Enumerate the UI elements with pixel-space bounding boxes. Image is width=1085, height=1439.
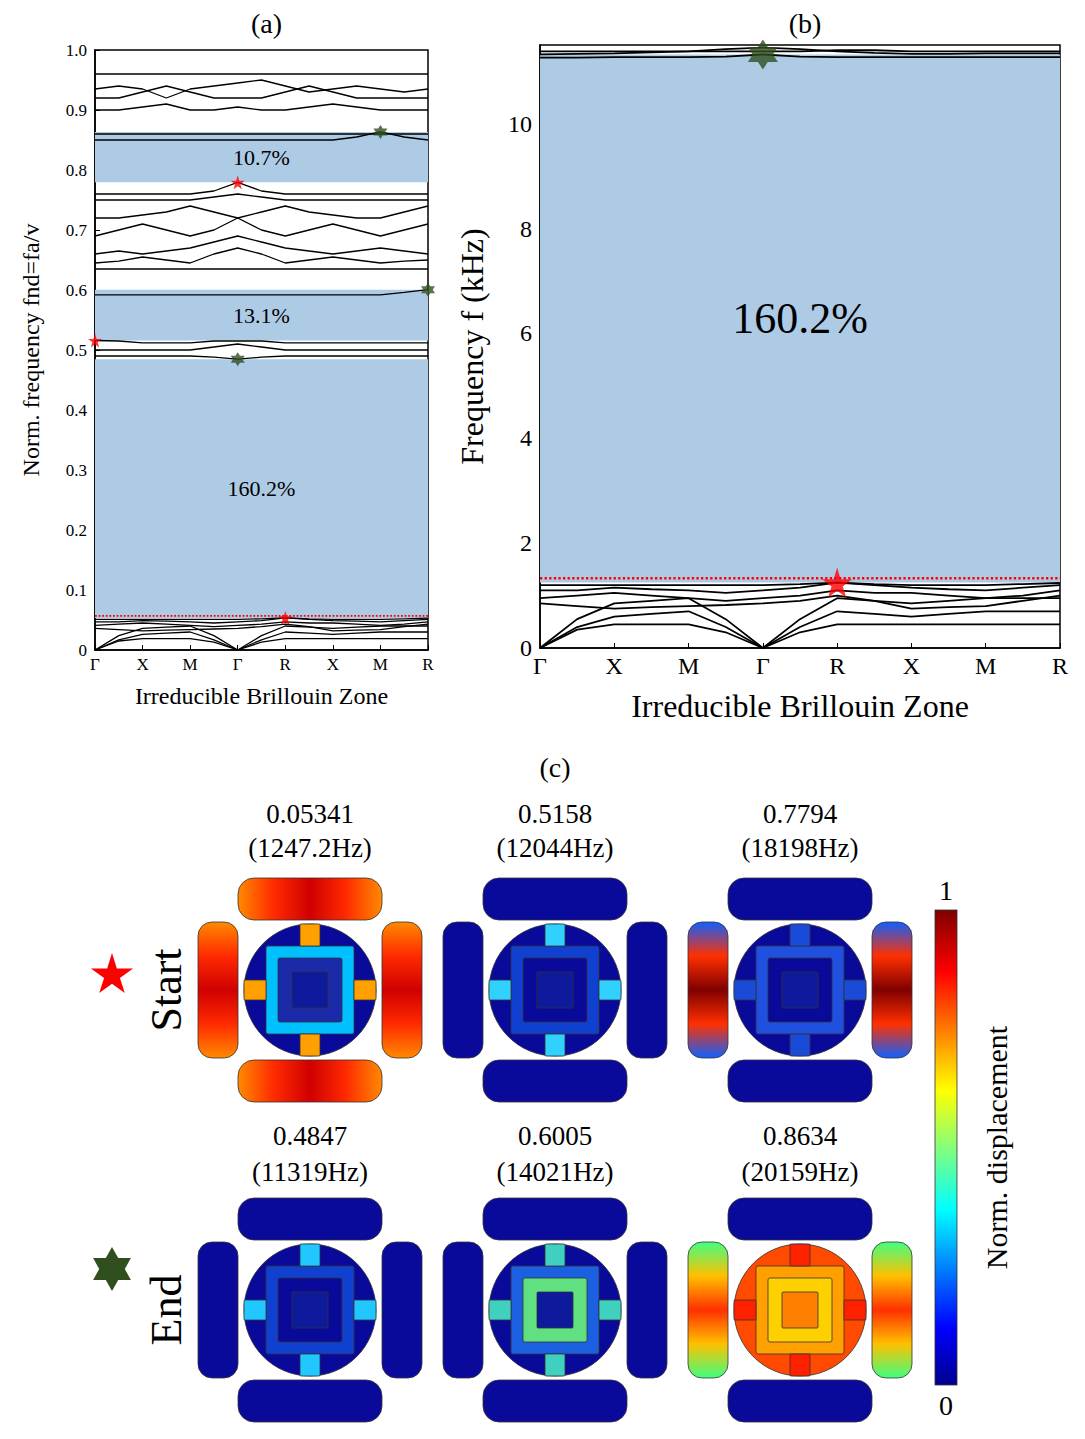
svg-text:R: R [280, 655, 292, 674]
svg-text:0.9: 0.9 [66, 101, 87, 120]
svg-text:Γ: Γ [756, 653, 770, 679]
svg-text:0.5158: 0.5158 [518, 799, 592, 829]
svg-text:Γ: Γ [233, 655, 243, 674]
svg-text:Start: Start [142, 948, 191, 1031]
svg-text:0.8: 0.8 [66, 161, 87, 180]
svg-text:R: R [1052, 653, 1068, 679]
svg-text:M: M [678, 653, 699, 679]
svg-text:0.6005: 0.6005 [518, 1121, 592, 1151]
svg-text:End: End [142, 1275, 191, 1346]
svg-text:(c): (c) [539, 752, 570, 783]
svg-text:M: M [975, 653, 996, 679]
svg-text:0.3: 0.3 [66, 461, 87, 480]
svg-text:(18198Hz): (18198Hz) [742, 833, 859, 863]
svg-text:10.7%: 10.7% [233, 145, 290, 170]
svg-text:(1247.2Hz): (1247.2Hz) [248, 833, 372, 863]
svg-text:0.5: 0.5 [66, 341, 87, 360]
svg-text:(b): (b) [789, 8, 822, 39]
svg-text:0.1: 0.1 [66, 581, 87, 600]
svg-text:Γ: Γ [533, 653, 547, 679]
svg-text:0.7: 0.7 [66, 221, 88, 240]
svg-text:X: X [136, 655, 148, 674]
svg-text:160.2%: 160.2% [228, 476, 296, 501]
svg-text:1.0: 1.0 [66, 41, 87, 60]
svg-text:0: 0 [79, 641, 88, 660]
svg-text:R: R [422, 655, 434, 674]
svg-text:Norm. frequency fnd=fa/v: Norm. frequency fnd=fa/v [18, 224, 44, 477]
svg-text:(12044Hz): (12044Hz) [497, 833, 614, 863]
svg-text:X: X [903, 653, 920, 679]
svg-text:R: R [829, 653, 845, 679]
svg-text:(11319Hz): (11319Hz) [252, 1157, 368, 1187]
svg-text:Norm. displacement: Norm. displacement [980, 1025, 1013, 1269]
svg-text:8: 8 [520, 216, 532, 242]
svg-text:160.2%: 160.2% [732, 294, 868, 343]
svg-text:0.05341: 0.05341 [266, 799, 354, 829]
svg-text:X: X [327, 655, 339, 674]
svg-text:1: 1 [939, 875, 953, 906]
svg-text:Frequency f (kHz): Frequency f (kHz) [454, 228, 490, 464]
svg-text:(20159Hz): (20159Hz) [742, 1157, 859, 1187]
svg-text:0.2: 0.2 [66, 521, 87, 540]
svg-text:0: 0 [520, 635, 532, 661]
svg-text:0.7794: 0.7794 [763, 799, 838, 829]
svg-text:6: 6 [520, 320, 532, 346]
svg-text:0.4847: 0.4847 [273, 1121, 347, 1151]
svg-text:(a): (a) [251, 8, 282, 39]
svg-text:M: M [373, 655, 388, 674]
svg-text:0.8634: 0.8634 [763, 1121, 838, 1151]
svg-text:Irreducible Brillouin Zone: Irreducible Brillouin Zone [135, 683, 388, 709]
svg-text:0.6: 0.6 [66, 281, 87, 300]
svg-text:4: 4 [520, 425, 532, 451]
svg-text:Γ: Γ [90, 655, 100, 674]
svg-text:M: M [183, 655, 198, 674]
svg-text:(14021Hz): (14021Hz) [497, 1157, 614, 1187]
svg-text:X: X [606, 653, 623, 679]
svg-text:10: 10 [508, 111, 532, 137]
svg-text:2: 2 [520, 530, 532, 556]
svg-text:Irreducible Brillouin Zone: Irreducible Brillouin Zone [631, 688, 969, 724]
svg-text:13.1%: 13.1% [233, 303, 290, 328]
svg-text:0: 0 [939, 1390, 953, 1421]
svg-text:0.4: 0.4 [66, 401, 88, 420]
